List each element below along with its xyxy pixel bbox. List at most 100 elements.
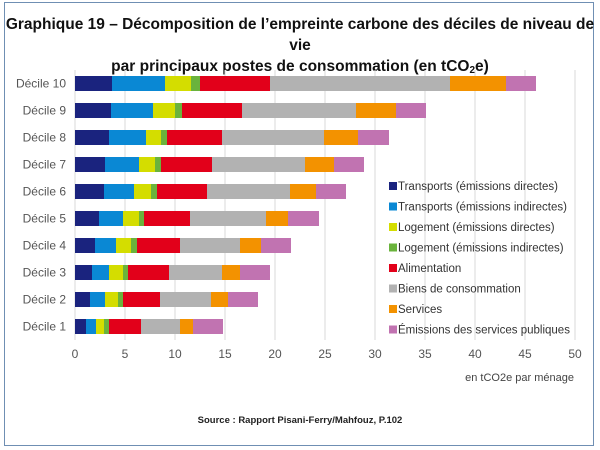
bar-segment — [169, 265, 222, 280]
bar-segment — [261, 238, 291, 253]
bar-segment — [506, 76, 536, 91]
bar-segment — [240, 238, 261, 253]
bar-segment — [139, 211, 144, 226]
bar-segment — [131, 238, 137, 253]
legend-label: Logement (émissions indirectes) — [398, 243, 564, 255]
legend: Transports (émissions directes) Transport… — [389, 181, 570, 337]
bar-segment — [288, 211, 319, 226]
bar-segment — [95, 238, 116, 253]
bar-segment — [139, 157, 155, 172]
legend-label: Transports (émissions directes) — [398, 181, 558, 193]
x-tick-label: 10 — [168, 347, 182, 361]
bar-segment — [123, 292, 160, 307]
bar-segment — [160, 292, 211, 307]
title-line-2: par principaux postes de consommation (e… — [0, 56, 600, 81]
bar-segment — [240, 265, 270, 280]
x-tick-label: 30 — [368, 347, 382, 361]
bar-segment — [305, 157, 334, 172]
bar-segment — [75, 292, 90, 307]
bar-segment — [123, 211, 139, 226]
y-category-label: Décile 3 — [23, 266, 67, 280]
chart-title: Graphique 19 – Décomposition de l’emprei… — [0, 14, 600, 81]
y-category-label: Décile 2 — [23, 293, 67, 307]
bar-segment — [141, 319, 180, 334]
bar-segment — [75, 319, 86, 334]
legend-label: Alimentation — [398, 263, 461, 275]
bar-segment — [222, 130, 324, 145]
y-category-label: Décile 10 — [16, 77, 66, 91]
bar-segment — [104, 319, 109, 334]
bar-segment — [191, 76, 200, 91]
y-category-label: Décile 1 — [23, 320, 67, 334]
bar-segment — [75, 184, 104, 199]
legend-label: Biens de consommation — [398, 284, 521, 296]
y-category-label: Décile 9 — [23, 104, 67, 118]
bar-segment — [228, 292, 258, 307]
legend-swatch — [389, 202, 397, 211]
x-tick-label: 20 — [268, 347, 282, 361]
legend-swatch — [389, 243, 397, 252]
bar-segment — [105, 157, 139, 172]
bar-segment — [116, 238, 131, 253]
x-tick-label: 15 — [218, 347, 232, 361]
bar-segment — [75, 211, 99, 226]
title-line-2-end: e) — [475, 58, 489, 75]
x-tick-label: 45 — [518, 347, 532, 361]
bar-segment — [211, 292, 228, 307]
bar-segment — [242, 103, 356, 118]
y-category-label: Décile 5 — [23, 212, 67, 226]
legend-swatch — [389, 284, 397, 293]
y-category-label: Décile 8 — [23, 131, 67, 145]
bar-segment — [165, 76, 191, 91]
y-axis-labels: Décile 10 Décile 9 Décile 8 Décile 7 Décile … — [16, 77, 66, 334]
legend-swatch — [389, 182, 397, 190]
bars — [75, 76, 536, 334]
bar-segment — [358, 130, 389, 145]
bar-segment — [450, 76, 506, 91]
title-line-2-main: par principaux postes de consommation (e… — [111, 58, 470, 75]
bar-segment — [175, 103, 182, 118]
legend-label: Services — [398, 304, 442, 316]
bar-segment — [155, 157, 161, 172]
bar-segment — [96, 319, 104, 334]
legend-label: Transports (émissions indirectes) — [398, 202, 567, 214]
legend-swatch — [389, 223, 397, 231]
bar-segment — [90, 292, 105, 307]
x-tick-label: 35 — [418, 347, 432, 361]
bar-segment — [200, 76, 270, 91]
y-category-label: Décile 6 — [23, 185, 67, 199]
bar-segment — [75, 103, 111, 118]
bar-segment — [86, 319, 96, 334]
bar-segment — [75, 157, 105, 172]
x-tick-label: 25 — [318, 347, 332, 361]
bar-segment — [75, 265, 92, 280]
source-note: Source : Rapport Pisani-Ferry/Mahfouz, P… — [197, 415, 403, 426]
bar-segment — [128, 265, 169, 280]
x-tick-label: 40 — [468, 347, 482, 361]
bar-segment — [109, 265, 123, 280]
bar-segment — [109, 319, 141, 334]
y-category-label: Décile 7 — [23, 158, 67, 172]
x-axis-ticks: 0 5 10 15 20 25 30 35 40 45 50 — [72, 347, 582, 361]
bar-segment — [222, 265, 240, 280]
bar-segment — [99, 211, 123, 226]
bar-segment — [190, 211, 266, 226]
bar-segment — [270, 76, 450, 91]
legend-label: Émissions des services publiques — [398, 324, 570, 337]
legend-label: Logement (émissions directes) — [398, 222, 555, 234]
bar-segment — [112, 76, 165, 91]
bar-segment — [207, 184, 290, 199]
bar-segment — [92, 265, 109, 280]
bar-segment — [111, 103, 153, 118]
bar-segment — [151, 184, 157, 199]
bar-segment — [161, 130, 167, 145]
bar-segment — [75, 130, 109, 145]
title-line-1: Graphique 19 – Décomposition de l’emprei… — [5, 16, 595, 54]
bar-segment — [157, 184, 207, 199]
bar-segment — [396, 103, 426, 118]
bar-segment — [137, 238, 180, 253]
bar-segment — [144, 211, 190, 226]
bar-segment — [193, 319, 223, 334]
y-category-label: Décile 4 — [23, 239, 67, 253]
bar-segment — [180, 238, 240, 253]
